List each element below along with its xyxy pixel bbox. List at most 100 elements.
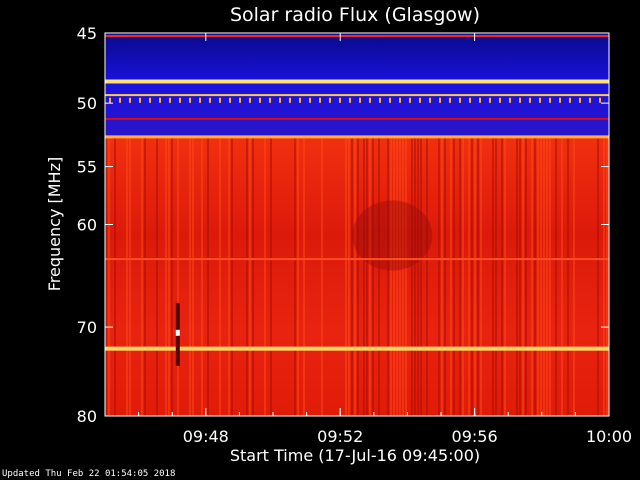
noise-streak bbox=[378, 136, 380, 416]
noise-streak bbox=[414, 136, 416, 416]
updated-timestamp: Updated Thu Feb 22 01:54:05 2018 bbox=[2, 469, 176, 479]
noise-streak bbox=[531, 136, 533, 416]
pulse-dot bbox=[299, 97, 301, 103]
x-tick-label: 10:00 bbox=[586, 427, 632, 446]
pulse-dot bbox=[319, 97, 321, 103]
noise-streak bbox=[351, 136, 353, 416]
pulse-dot bbox=[589, 97, 591, 103]
noise-streak bbox=[516, 136, 518, 416]
noise-streak bbox=[474, 136, 476, 416]
noise-streak bbox=[390, 136, 392, 416]
pulse-dot bbox=[119, 97, 121, 103]
noise-streak bbox=[105, 136, 107, 416]
noise-streak bbox=[228, 136, 230, 416]
noise-streak bbox=[438, 136, 440, 416]
pulse-dot bbox=[289, 97, 291, 103]
noise-streak bbox=[294, 136, 296, 416]
noise-streak bbox=[567, 136, 569, 416]
noise-streak bbox=[444, 136, 446, 416]
noise-streak bbox=[363, 136, 365, 416]
x-axis: 09:48 09:52 09:56 10:00 bbox=[138, 33, 632, 446]
noise-streak bbox=[396, 136, 398, 416]
noise-streak bbox=[537, 136, 539, 416]
pulse-dot bbox=[329, 97, 331, 103]
noise-streak bbox=[345, 136, 347, 416]
pulse-dot bbox=[249, 97, 251, 103]
pulse-dot bbox=[309, 97, 311, 103]
noise-streak bbox=[129, 136, 131, 416]
pulse-dot bbox=[439, 97, 441, 103]
plot-area bbox=[105, 33, 609, 416]
x-tick-label: 09:52 bbox=[317, 427, 363, 446]
noise-streak bbox=[534, 136, 536, 416]
noise-streak bbox=[426, 136, 428, 416]
pulse-dot bbox=[369, 97, 371, 103]
noise-streak bbox=[411, 136, 413, 416]
noise-streak bbox=[522, 136, 524, 416]
noise-streak bbox=[171, 136, 173, 416]
noise-streak bbox=[504, 136, 506, 416]
pulse-dot bbox=[489, 97, 491, 103]
noise-streak bbox=[477, 136, 479, 416]
noise-streak bbox=[480, 136, 482, 416]
noise-streak bbox=[108, 136, 110, 416]
pulse-dot bbox=[569, 97, 571, 103]
pulse-dot bbox=[459, 97, 461, 103]
y-tick-label: 80 bbox=[77, 407, 97, 426]
noise-streak bbox=[264, 136, 266, 416]
pulse-dot bbox=[429, 97, 431, 103]
noise-streak bbox=[417, 136, 419, 416]
pulse-dot bbox=[539, 97, 541, 103]
pulse-dot bbox=[189, 97, 191, 103]
pulse-dot bbox=[219, 97, 221, 103]
y-tick-label: 50 bbox=[77, 94, 97, 113]
pulse-dot bbox=[199, 97, 201, 103]
pulse-dot bbox=[109, 97, 111, 103]
noise-streak bbox=[141, 136, 143, 416]
noise-streak bbox=[270, 136, 272, 416]
noise-streak bbox=[246, 136, 248, 416]
noise-streak bbox=[372, 136, 374, 416]
noise-streak bbox=[519, 136, 521, 416]
band-low bbox=[105, 33, 609, 136]
x-axis-label: Start Time (17-Jul-16 09:45:00) bbox=[230, 446, 480, 465]
noise-streak bbox=[420, 136, 422, 416]
noise-streak bbox=[165, 136, 167, 416]
noise-streak bbox=[201, 136, 203, 416]
noise-streak bbox=[453, 136, 455, 416]
noise-streak bbox=[348, 136, 350, 416]
interference-line bbox=[105, 258, 609, 261]
noise-streak bbox=[357, 136, 359, 416]
pulse-dot bbox=[239, 97, 241, 103]
noise-streak bbox=[168, 136, 170, 416]
pulse-dot bbox=[599, 97, 601, 103]
dim-patch bbox=[352, 200, 433, 271]
noise-streak bbox=[399, 136, 401, 416]
pulse-dot bbox=[379, 97, 381, 103]
interference-line bbox=[105, 117, 609, 120]
pulse-dot bbox=[409, 97, 411, 103]
noise-streak bbox=[525, 136, 527, 416]
pulse-dot bbox=[339, 97, 341, 103]
interference-line bbox=[105, 135, 609, 139]
pulse-dot bbox=[519, 97, 521, 103]
noise-streak bbox=[501, 136, 503, 416]
noise-streak bbox=[540, 136, 542, 416]
pulse-dot bbox=[469, 97, 471, 103]
pulse-dot bbox=[389, 97, 391, 103]
pulse-dots bbox=[109, 97, 601, 103]
noise-streak bbox=[549, 136, 551, 416]
noise-streak bbox=[369, 136, 371, 416]
pulse-dot bbox=[579, 97, 581, 103]
noise-streak bbox=[249, 136, 251, 416]
interference-line bbox=[105, 79, 609, 84]
noise-streak bbox=[405, 136, 407, 416]
noise-streak bbox=[321, 136, 323, 416]
noise-streak bbox=[156, 136, 158, 416]
noise-streak bbox=[450, 136, 452, 416]
noise-streak bbox=[495, 136, 497, 416]
noise-streak bbox=[192, 136, 194, 416]
noise-streak bbox=[561, 136, 563, 416]
noise-streak bbox=[543, 136, 545, 416]
noise-streak bbox=[366, 136, 368, 416]
